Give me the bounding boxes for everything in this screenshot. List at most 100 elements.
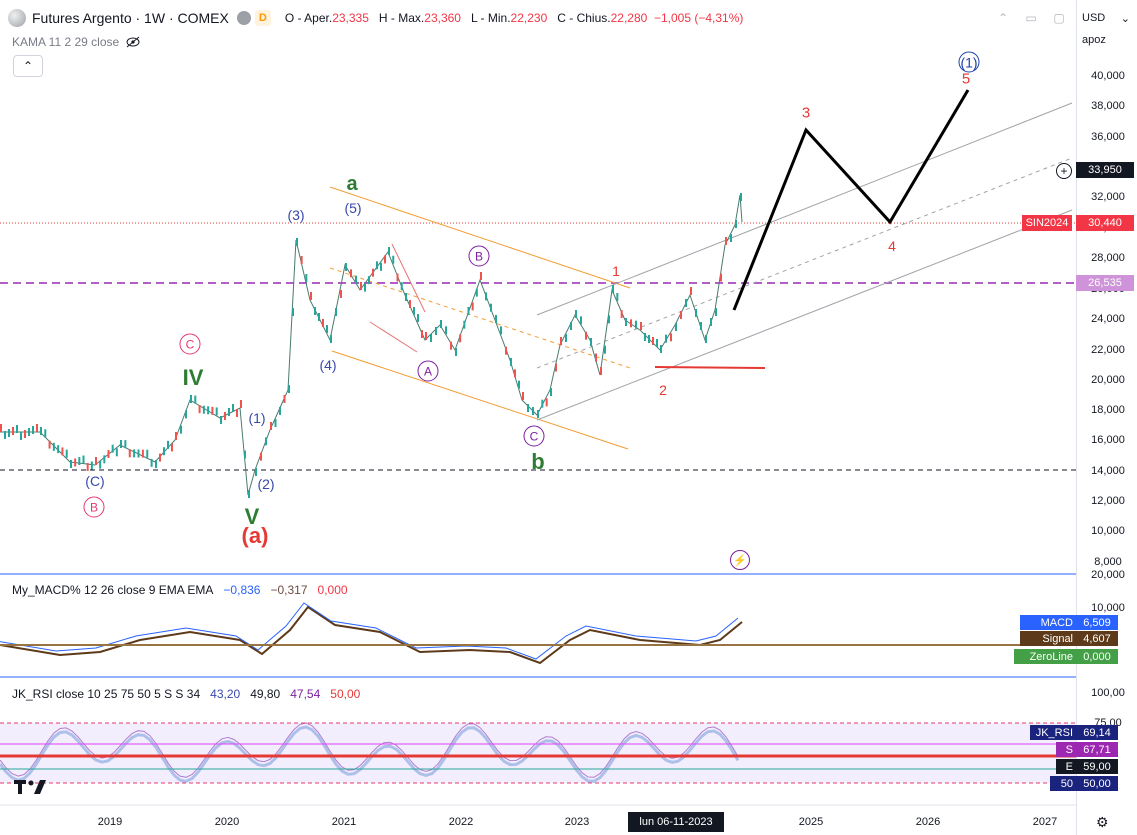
wave-label[interactable]: (C)	[85, 473, 105, 489]
wave-label[interactable]: b	[531, 449, 545, 474]
candle	[450, 341, 452, 350]
wave-label[interactable]: C	[523, 425, 545, 447]
status-dot-icon	[236, 11, 251, 25]
candle	[202, 405, 205, 414]
contract-price-label: 30,440	[1076, 215, 1134, 231]
wave-label[interactable]: A	[417, 360, 439, 382]
time-axis-tick: 2019	[97, 816, 123, 828]
candle	[305, 274, 308, 282]
candle	[380, 262, 382, 271]
candle	[95, 457, 97, 465]
candle	[236, 409, 238, 417]
candle	[322, 319, 324, 327]
wave-label[interactable]: V	[244, 504, 260, 529]
fifty-name-label: 50	[1050, 776, 1076, 791]
arrow-up-icon[interactable]: ⌃	[997, 11, 1009, 25]
candle	[392, 255, 395, 264]
rsi-legend[interactable]: JK_RSI close 10 25 75 50 5 S S 34 43,20 …	[12, 687, 361, 701]
collapse-legend-button[interactable]: ⌃	[13, 55, 43, 77]
delayed-badge[interactable]: D	[254, 10, 271, 26]
eye-off-icon[interactable]	[125, 36, 141, 48]
wave-label[interactable]: (2)	[257, 476, 275, 492]
macd-axis-tick: 20,000	[1091, 569, 1125, 581]
wave-label[interactable]: B	[83, 496, 105, 518]
tradingview-logo[interactable]	[14, 778, 48, 801]
candle	[700, 322, 702, 330]
candle	[12, 427, 14, 435]
candle	[171, 443, 173, 452]
wave-label[interactable]: IV	[182, 365, 204, 390]
wave-label[interactable]: (3)	[287, 207, 305, 223]
candle	[207, 406, 210, 415]
price-axis-tick: 22,000	[1091, 344, 1125, 356]
candle	[180, 425, 182, 434]
candle	[630, 319, 632, 328]
wave-label[interactable]: (4)	[319, 357, 337, 373]
settings-gear-icon[interactable]: ⚙	[1096, 814, 1109, 830]
price-axis-tick: 40,000	[1091, 70, 1125, 82]
wave-label[interactable]: (a)	[241, 523, 269, 548]
price-axis-tick: 28,000	[1091, 252, 1125, 264]
candle	[255, 468, 257, 476]
candle	[565, 334, 567, 342]
candle	[372, 268, 374, 277]
candle	[505, 346, 507, 355]
wave-label[interactable]: 3	[801, 104, 811, 122]
wave-label[interactable]: C	[179, 333, 201, 355]
symbol-title[interactable]: Futures Argento · 1W · COMEX	[32, 10, 229, 26]
candle	[283, 395, 286, 403]
candle	[215, 407, 218, 416]
wave-label[interactable]: (1)	[248, 410, 266, 426]
candle	[265, 437, 267, 446]
price-axis-tick: 24,000	[1091, 313, 1125, 325]
wave-label[interactable]: 4	[888, 238, 896, 254]
candle	[24, 430, 26, 438]
macd-legend[interactable]: My_MACD% 12 26 close 9 EMA EMA −0,836 −0…	[12, 583, 348, 597]
alert-lightning-icon[interactable]: ⚡	[730, 550, 750, 570]
candle	[220, 416, 222, 424]
candle	[137, 449, 140, 458]
candle	[570, 322, 572, 330]
wave-label[interactable]: B	[468, 245, 490, 267]
candle	[279, 407, 281, 415]
candle	[440, 320, 442, 328]
candle	[270, 422, 272, 430]
candle	[355, 275, 357, 284]
add-alert-icon[interactable]: +	[1056, 163, 1072, 179]
wave-label[interactable]: (5)	[344, 200, 362, 216]
candle	[167, 440, 169, 449]
pane-controls: ⌃ ▭ ▢	[995, 10, 1067, 26]
candle	[350, 269, 352, 278]
candle	[314, 307, 316, 315]
candle	[500, 326, 502, 335]
candle	[150, 458, 153, 467]
candle	[211, 406, 214, 415]
window-icon[interactable]: ▭	[1025, 11, 1037, 25]
candle	[644, 333, 646, 341]
currency-select[interactable]: USD ⌄	[1082, 12, 1130, 25]
scale-mode[interactable]: apoz	[1082, 34, 1106, 46]
candle	[595, 353, 597, 362]
candle	[163, 447, 165, 456]
wave-label[interactable]: 2	[659, 382, 667, 398]
price-axis-tick: 10,000	[1091, 525, 1125, 537]
candle	[228, 408, 230, 416]
candle	[376, 261, 378, 270]
time-axis-tick: 2020	[214, 816, 240, 828]
kama-legend[interactable]: KAMA 11 2 29 close	[12, 35, 141, 49]
signal-line	[0, 605, 743, 665]
candle	[620, 310, 623, 318]
wave-label[interactable]: 5	[961, 70, 971, 88]
wave-label[interactable]: 1	[612, 263, 620, 279]
candle	[190, 395, 192, 403]
candle	[86, 463, 89, 471]
maximize-icon[interactable]: ▢	[1053, 11, 1065, 25]
wave-label[interactable]: a	[346, 173, 358, 195]
wave-label[interactable]: (1)	[958, 51, 980, 73]
candle	[44, 429, 47, 438]
price-scale[interactable]	[1076, 0, 1137, 835]
candle	[580, 316, 582, 325]
time-cursor-label: lun 06-11-2023	[628, 812, 724, 832]
candle	[20, 432, 22, 440]
